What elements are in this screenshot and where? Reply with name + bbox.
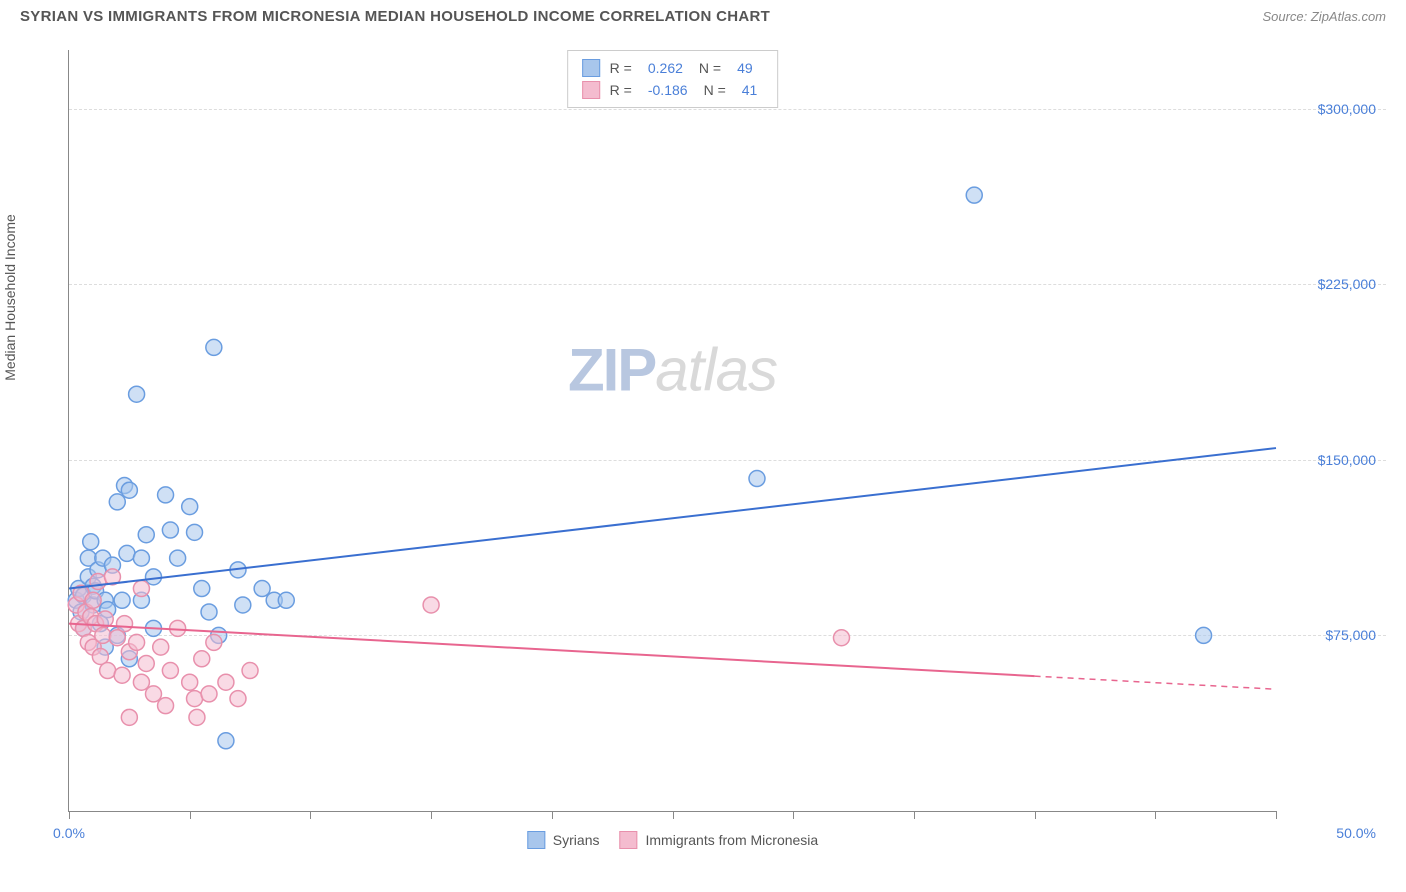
data-point <box>833 630 849 646</box>
data-point <box>278 592 294 608</box>
data-point <box>121 709 137 725</box>
legend-row-syrians: R = 0.262 N = 49 <box>582 57 764 79</box>
x-tick <box>673 811 674 819</box>
data-point <box>138 655 154 671</box>
data-point <box>133 674 149 690</box>
data-point <box>158 487 174 503</box>
source-attribution: Source: ZipAtlas.com <box>1262 9 1386 24</box>
data-point <box>129 386 145 402</box>
data-point <box>182 499 198 515</box>
y-tick-label: $300,000 <box>1286 101 1376 117</box>
data-point <box>114 667 130 683</box>
x-tick <box>310 811 311 819</box>
data-point <box>749 471 765 487</box>
x-tick <box>793 811 794 819</box>
trend-line <box>69 448 1276 588</box>
data-point <box>235 597 251 613</box>
swatch-micronesia-icon <box>619 831 637 849</box>
data-point <box>138 527 154 543</box>
data-point <box>194 581 210 597</box>
chart-container: Median Household Income ZIPatlas R = 0.2… <box>20 40 1386 872</box>
data-point <box>201 686 217 702</box>
n-label: N = <box>704 82 726 98</box>
x-tick <box>190 811 191 819</box>
x-tick <box>69 811 70 819</box>
x-tick-label: 0.0% <box>53 825 85 841</box>
data-point <box>187 524 203 540</box>
correlation-legend: R = 0.262 N = 49 R = -0.186 N = 41 <box>567 50 779 108</box>
y-tick-label: $225,000 <box>1286 276 1376 292</box>
legend-item-micronesia: Immigrants from Micronesia <box>619 831 818 849</box>
x-tick-label: 50.0% <box>1336 825 1376 841</box>
swatch-syrians-icon <box>527 831 545 849</box>
legend-label-syrians: Syrians <box>553 832 600 848</box>
data-point <box>145 569 161 585</box>
x-tick <box>552 811 553 819</box>
data-point <box>85 592 101 608</box>
legend-row-micronesia: R = -0.186 N = 41 <box>582 79 764 101</box>
x-tick <box>1155 811 1156 819</box>
y-axis-label: Median Household Income <box>2 214 18 381</box>
data-point <box>145 686 161 702</box>
data-point <box>187 691 203 707</box>
data-point <box>189 709 205 725</box>
chart-header: SYRIAN VS IMMIGRANTS FROM MICRONESIA MED… <box>0 0 1406 29</box>
data-point <box>206 339 222 355</box>
x-tick <box>1035 811 1036 819</box>
series-legend: Syrians Immigrants from Micronesia <box>527 831 818 849</box>
data-point <box>129 634 145 650</box>
data-point <box>162 522 178 538</box>
data-point <box>153 639 169 655</box>
chart-title: SYRIAN VS IMMIGRANTS FROM MICRONESIA MED… <box>20 8 770 25</box>
data-point <box>83 534 99 550</box>
data-point <box>230 691 246 707</box>
data-point <box>218 674 234 690</box>
scatter-plot-svg <box>69 50 1276 811</box>
data-point <box>114 592 130 608</box>
y-tick-label: $75,000 <box>1286 627 1376 643</box>
legend-label-micronesia: Immigrants from Micronesia <box>645 832 818 848</box>
data-point <box>109 494 125 510</box>
data-point <box>100 663 116 679</box>
data-point <box>254 581 270 597</box>
x-tick <box>431 811 432 819</box>
r-label: R = <box>610 82 632 98</box>
data-point <box>162 663 178 679</box>
data-point <box>133 550 149 566</box>
data-point <box>117 616 133 632</box>
data-point <box>423 597 439 613</box>
swatch-micronesia <box>582 81 600 99</box>
y-tick-label: $150,000 <box>1286 452 1376 468</box>
data-point <box>201 604 217 620</box>
data-point <box>242 663 258 679</box>
data-point <box>95 627 111 643</box>
data-point <box>194 651 210 667</box>
data-point <box>158 698 174 714</box>
data-point <box>1196 627 1212 643</box>
x-tick <box>914 811 915 819</box>
n-label: N = <box>699 60 721 76</box>
data-point <box>182 674 198 690</box>
r-value-micronesia: -0.186 <box>648 82 688 98</box>
legend-item-syrians: Syrians <box>527 831 600 849</box>
n-value-micronesia: 41 <box>742 82 758 98</box>
trend-line-dashed <box>1035 676 1276 689</box>
data-point <box>119 545 135 561</box>
data-point <box>133 581 149 597</box>
r-label: R = <box>610 60 632 76</box>
data-point <box>121 482 137 498</box>
plot-area: ZIPatlas R = 0.262 N = 49 R = -0.186 N =… <box>68 50 1276 812</box>
r-value-syrians: 0.262 <box>648 60 683 76</box>
data-point <box>966 187 982 203</box>
data-point <box>218 733 234 749</box>
n-value-syrians: 49 <box>737 60 753 76</box>
data-point <box>170 550 186 566</box>
data-point <box>90 574 106 590</box>
data-point <box>206 634 222 650</box>
swatch-syrians <box>582 59 600 77</box>
x-tick <box>1276 811 1277 819</box>
